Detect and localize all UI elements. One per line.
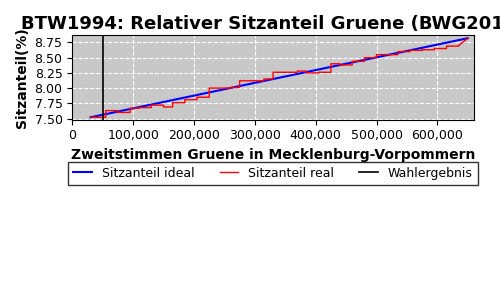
- Title: BTW1994: Relativer Sitzanteil Gruene (BWG2013): BTW1994: Relativer Sitzanteil Gruene (BW…: [22, 15, 500, 33]
- Sitzanteil real: [249, 79, 255, 83]
- Y-axis label: Sitzanteil(%): Sitzanteil(%): [15, 27, 29, 127]
- Line: Sitzanteil real: Sitzanteil real: [90, 38, 468, 117]
- Sitzanteil ideal: [406, 49, 411, 52]
- Line: Sitzanteil ideal: Sitzanteil ideal: [90, 38, 468, 117]
- Sitzanteil real: [432, 47, 438, 50]
- Sitzanteil real: [88, 116, 94, 119]
- Sitzanteil ideal: [312, 68, 318, 72]
- Sitzanteil real: [206, 86, 212, 90]
- Sitzanteil ideal: [89, 115, 95, 119]
- Sitzanteil ideal: [430, 44, 436, 47]
- X-axis label: Zweitstimmen Gruene in Mecklenburg-Vorpommern: Zweitstimmen Gruene in Mecklenburg-Vorpo…: [71, 148, 475, 162]
- Sitzanteil ideal: [311, 69, 317, 72]
- Sitzanteil real: [182, 98, 188, 101]
- Sitzanteil ideal: [465, 36, 471, 40]
- Sitzanteil ideal: [88, 116, 94, 119]
- Sitzanteil real: [148, 103, 154, 107]
- Legend: Sitzanteil ideal, Sitzanteil real, Wahlergebnis: Sitzanteil ideal, Sitzanteil real, Wahle…: [68, 162, 478, 185]
- Sitzanteil real: [382, 53, 388, 56]
- Sitzanteil ideal: [318, 67, 324, 71]
- Sitzanteil real: [465, 36, 471, 40]
